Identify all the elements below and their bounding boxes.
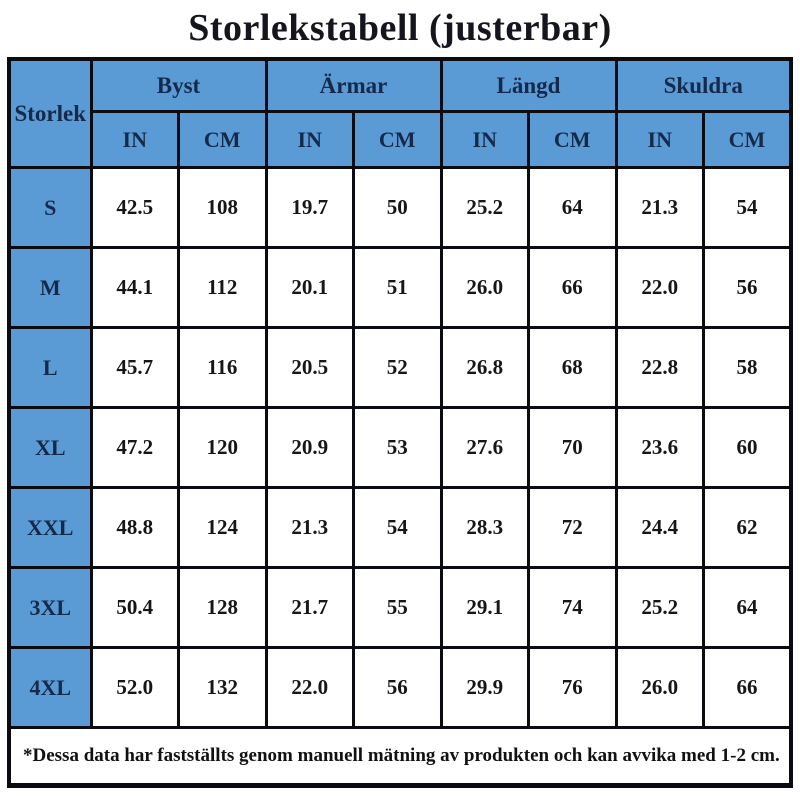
value-cell: 21.3 [264, 486, 355, 569]
size-label-cell: XXL [7, 486, 93, 569]
value-cell: 76 [527, 646, 618, 729]
value-cell: 52 [352, 326, 443, 409]
value-cell: 48.8 [89, 486, 180, 569]
value-cell: 29.1 [439, 566, 530, 649]
unit-header-in: IN [264, 110, 355, 169]
value-cell: 22.0 [264, 646, 355, 729]
unit-header-cm: CM [352, 110, 443, 169]
value-cell: 23.6 [614, 406, 705, 489]
unit-header-cm: CM [527, 110, 618, 169]
value-cell: 22.0 [614, 246, 705, 329]
value-cell: 70 [527, 406, 618, 489]
value-cell: 26.0 [439, 246, 530, 329]
corner-header-storlek: Storlek [7, 57, 93, 169]
value-cell: 28.3 [439, 486, 530, 569]
size-label-cell: M [7, 246, 93, 329]
value-cell: 26.8 [439, 326, 530, 409]
size-label-cell: 3XL [7, 566, 93, 649]
value-cell: 54 [702, 166, 793, 249]
value-cell: 64 [527, 166, 618, 249]
footnote-text: *Dessa data har fastställts genom manuel… [7, 726, 793, 788]
size-label-cell: XL [7, 406, 93, 489]
value-cell: 24.4 [614, 486, 705, 569]
value-cell: 132 [177, 646, 268, 729]
unit-header-row: IN CM IN CM IN CM IN CM [9, 110, 793, 169]
value-cell: 66 [702, 646, 793, 729]
unit-header-cm: CM [702, 110, 793, 169]
value-cell: 26.0 [614, 646, 705, 729]
value-cell: 55 [352, 566, 443, 649]
value-cell: 25.2 [614, 566, 705, 649]
table-row-s: S 42.5 108 19.7 50 25.2 64 21.3 54 [7, 166, 793, 249]
value-cell: 19.7 [264, 166, 355, 249]
value-cell: 22.8 [614, 326, 705, 409]
size-label-cell: L [7, 326, 93, 409]
value-cell: 21.7 [264, 566, 355, 649]
footnote-row: *Dessa data har fastställts genom manuel… [7, 726, 793, 788]
value-cell: 128 [177, 566, 268, 649]
value-cell: 29.9 [439, 646, 530, 729]
unit-header-cm: CM [177, 110, 268, 169]
value-cell: 25.2 [439, 166, 530, 249]
value-cell: 116 [177, 326, 268, 409]
value-cell: 47.2 [89, 406, 180, 489]
table-row-4xl: 4XL 52.0 132 22.0 56 29.9 76 26.0 66 [7, 646, 793, 729]
value-cell: 21.3 [614, 166, 705, 249]
size-table: Storlek Byst Ärmar Längd Skuldra IN CM I… [7, 57, 793, 788]
value-cell: 44.1 [89, 246, 180, 329]
value-cell: 54 [352, 486, 443, 569]
value-cell: 64 [702, 566, 793, 649]
table-row-3xl: 3XL 50.4 128 21.7 55 29.1 74 25.2 64 [7, 566, 793, 649]
value-cell: 68 [527, 326, 618, 409]
table-row-m: M 44.1 112 20.1 51 26.0 66 22.0 56 [7, 246, 793, 329]
value-cell: 20.1 [264, 246, 355, 329]
value-cell: 45.7 [89, 326, 180, 409]
value-cell: 20.9 [264, 406, 355, 489]
group-header-skuldra: Skuldra [614, 57, 793, 113]
value-cell: 62 [702, 486, 793, 569]
table-row-l: L 45.7 116 20.5 52 26.8 68 22.8 58 [7, 326, 793, 409]
value-cell: 50.4 [89, 566, 180, 649]
value-cell: 27.6 [439, 406, 530, 489]
size-label-cell: 4XL [7, 646, 93, 729]
value-cell: 42.5 [89, 166, 180, 249]
value-cell: 60 [702, 406, 793, 489]
unit-header-in: IN [614, 110, 705, 169]
table-row-xxl: XXL 48.8 124 21.3 54 28.3 72 24.4 62 [7, 486, 793, 569]
value-cell: 56 [352, 646, 443, 729]
group-header-langd: Längd [439, 57, 618, 113]
table-row-xl: XL 47.2 120 20.9 53 27.6 70 23.6 60 [7, 406, 793, 489]
value-cell: 66 [527, 246, 618, 329]
size-label-cell: S [7, 166, 93, 249]
page-title: Storlekstabell (justerbar) [188, 7, 612, 49]
value-cell: 72 [527, 486, 618, 569]
value-cell: 52.0 [89, 646, 180, 729]
unit-header-in: IN [89, 110, 180, 169]
value-cell: 58 [702, 326, 793, 409]
group-header-row: Storlek Byst Ärmar Längd Skuldra [7, 57, 793, 169]
value-cell: 108 [177, 166, 268, 249]
value-cell: 74 [527, 566, 618, 649]
value-cell: 51 [352, 246, 443, 329]
group-header-byst: Byst [89, 57, 268, 113]
value-cell: 53 [352, 406, 443, 489]
value-cell: 50 [352, 166, 443, 249]
group-header-armar: Ärmar [264, 57, 443, 113]
value-cell: 56 [702, 246, 793, 329]
value-cell: 120 [177, 406, 268, 489]
value-cell: 112 [177, 246, 268, 329]
value-cell: 124 [177, 486, 268, 569]
value-cell: 20.5 [264, 326, 355, 409]
unit-header-in: IN [439, 110, 530, 169]
